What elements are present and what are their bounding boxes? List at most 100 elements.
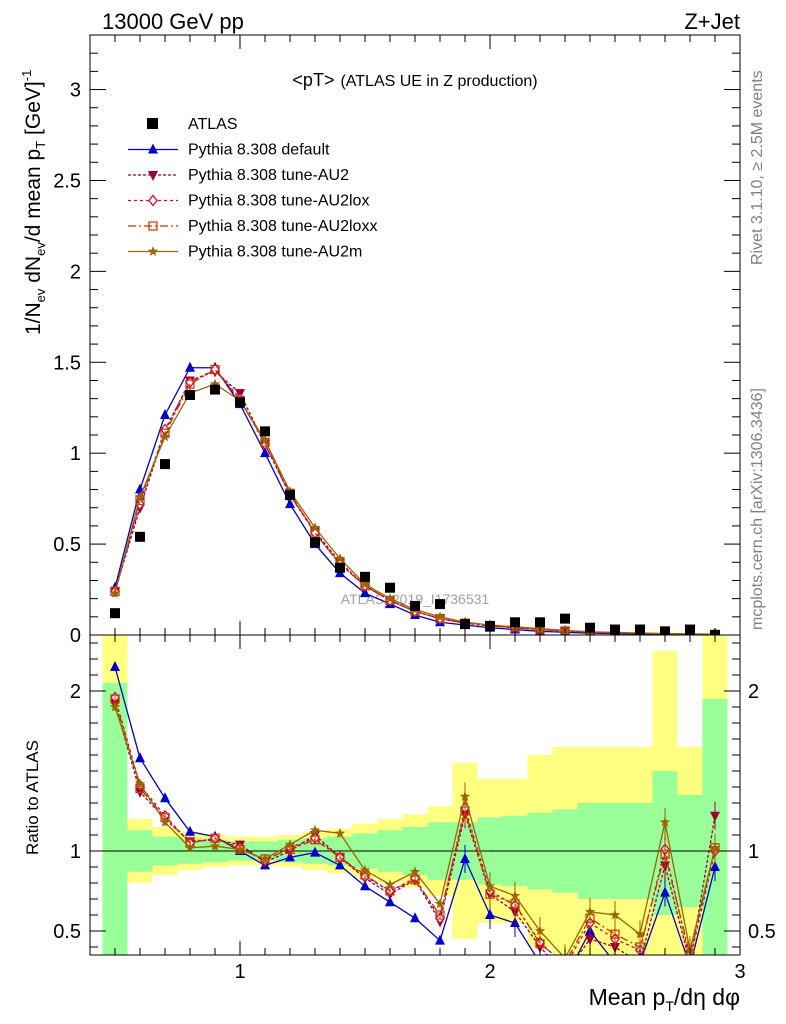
ratio-point-series-1 (410, 912, 420, 923)
ratio-point-series-3 (689, 953, 691, 955)
ratio-point-series-5 (134, 778, 146, 789)
title-main: <pT> (292, 70, 334, 90)
atlas-data-point (385, 582, 395, 593)
ratio-point-series-1 (660, 886, 670, 897)
atlas-data-point (210, 384, 220, 395)
ratio-point-series-5 (309, 824, 321, 835)
atlas-data-point (185, 390, 195, 400)
ratio-point-series-1 (485, 909, 495, 919)
main-point-series-5 (159, 431, 171, 442)
ratio-point-series-2 (585, 935, 595, 945)
ratio-point-series-1 (310, 846, 320, 857)
atlas-data-point (510, 617, 520, 628)
ratio-point-series-1 (110, 661, 120, 671)
ratio-point-series-5 (384, 879, 396, 890)
main-point-series-1 (185, 361, 195, 372)
ratio-point-series-5 (709, 842, 721, 853)
atlas-data-point (460, 619, 470, 630)
ratio-point-series-1 (185, 825, 195, 836)
ratio-point-series-1 (460, 853, 470, 863)
atlas-data-point (135, 531, 145, 542)
ratio-y-tick-label-left: 2 (70, 681, 81, 703)
main-point-series-4 (210, 364, 220, 375)
ratio-ylabel: Ratio to ATLAS (23, 740, 42, 855)
atlas-data-point (335, 562, 345, 573)
atlas-data-point (235, 397, 245, 408)
atlas-data-point (160, 459, 170, 470)
atlas-data-point (285, 490, 295, 500)
green-band-bin (102, 683, 128, 955)
main-point-series-3 (210, 363, 220, 376)
legend-marker-series-2 (148, 171, 158, 181)
header-left: 13000 GeV pp (102, 9, 244, 34)
main-point-series-5 (109, 587, 121, 598)
atlas-data-point (260, 426, 270, 437)
main-point-series-1 (285, 498, 295, 509)
ratio-point-series-4 (310, 835, 320, 845)
ratio-point-series-5 (234, 843, 246, 854)
ratio-y-tick-label-right: 2 (748, 681, 759, 703)
atlas-data-point (310, 537, 320, 548)
legend-marker-series-4 (148, 221, 158, 231)
ratio-point-series-5 (484, 880, 496, 891)
legend-label-series-2: Pythia 8.308 tune-AU2 (188, 167, 349, 184)
ratio-point-series-5 (509, 890, 521, 901)
main-y-tick-label: 0 (70, 625, 81, 647)
title-sub: (ATLAS UE in Z production) (340, 73, 537, 90)
ratio-series-group (109, 661, 721, 983)
ratio-y-tick-label-left: 1 (70, 841, 81, 863)
legend: ATLAS Pythia 8.308 default Pythia 8.308 tu… (128, 116, 377, 261)
atlas-data-point (435, 599, 445, 610)
main-point-series-5 (134, 491, 146, 502)
ratio-point-series-2 (560, 970, 570, 980)
plot-title: <pT> (ATLAS UE in Z production) (292, 70, 537, 90)
main-point-series-5 (259, 434, 271, 445)
rivet-label: Rivet 3.1.10, ≥ 2.5M events (749, 70, 766, 265)
ratio-point-series-1 (560, 973, 570, 983)
main-y-tick-label: 0.5 (53, 534, 81, 556)
ratio-point-series-4 (335, 852, 345, 863)
ratio-point-series-4 (660, 849, 670, 859)
x-axis-label: Mean pT/dη dφ (589, 984, 740, 1014)
ratio-point-series-2 (710, 811, 720, 822)
ratio-point-series-1 (635, 957, 645, 967)
ratio-point-series-4 (561, 959, 569, 967)
ratio-point-series-5 (259, 853, 271, 864)
ratio-point-series-5 (209, 840, 221, 851)
main-axes: 0 0.5 1 1.5 2 2.5 3 (53, 34, 741, 647)
main-point-series-5 (384, 593, 396, 604)
ratio-point-series-5 (359, 864, 371, 875)
main-y-tick-label: 2.5 (53, 170, 81, 192)
ratio-point-series-5 (409, 866, 421, 877)
ratio-point-series-4 (435, 910, 445, 920)
ratio-point-series-5 (159, 816, 171, 827)
ratio-uncertainty-bands (102, 635, 728, 955)
main-y-tick-label: 3 (70, 80, 81, 102)
legend-label-series-4: Pythia 8.308 tune-AU2loxx (188, 218, 377, 235)
ratio-point-series-5 (609, 909, 621, 920)
ratio-point-series-4 (610, 929, 620, 939)
main-point-series-1 (360, 587, 370, 598)
legend-marker-series-3 (148, 194, 158, 207)
mcplots-label: mcplots.cern.ch [arXiv:1306.3436] (749, 388, 766, 630)
atlas-data-point (410, 600, 420, 611)
ratio-point-series-5 (459, 791, 471, 802)
ratio-point-series-1 (610, 957, 620, 967)
ratio-point-series-5 (109, 701, 121, 712)
ratio-point-series-5 (434, 898, 446, 909)
ratio-point-series-1 (385, 896, 395, 907)
ratio-axes: 1 2 30.5 0.51 12 2 (53, 635, 776, 983)
ratio-point-series-1 (685, 960, 695, 970)
ratio-point-series-1 (135, 752, 145, 763)
ratio-point-series-1 (535, 957, 545, 967)
main-point-series-1 (260, 447, 270, 458)
legend-label-series-1: Pythia 8.308 default (188, 142, 330, 159)
ratio-point-series-2 (685, 959, 695, 969)
ratio-point-series-1 (710, 861, 720, 871)
ratio-point-series-1 (160, 792, 170, 803)
x-tick-label: 3 (734, 961, 745, 983)
ratio-point-series-5 (634, 928, 646, 939)
ratio-y-tick-label-left: 0.5 (53, 921, 81, 943)
atlas-data-point (560, 613, 570, 624)
